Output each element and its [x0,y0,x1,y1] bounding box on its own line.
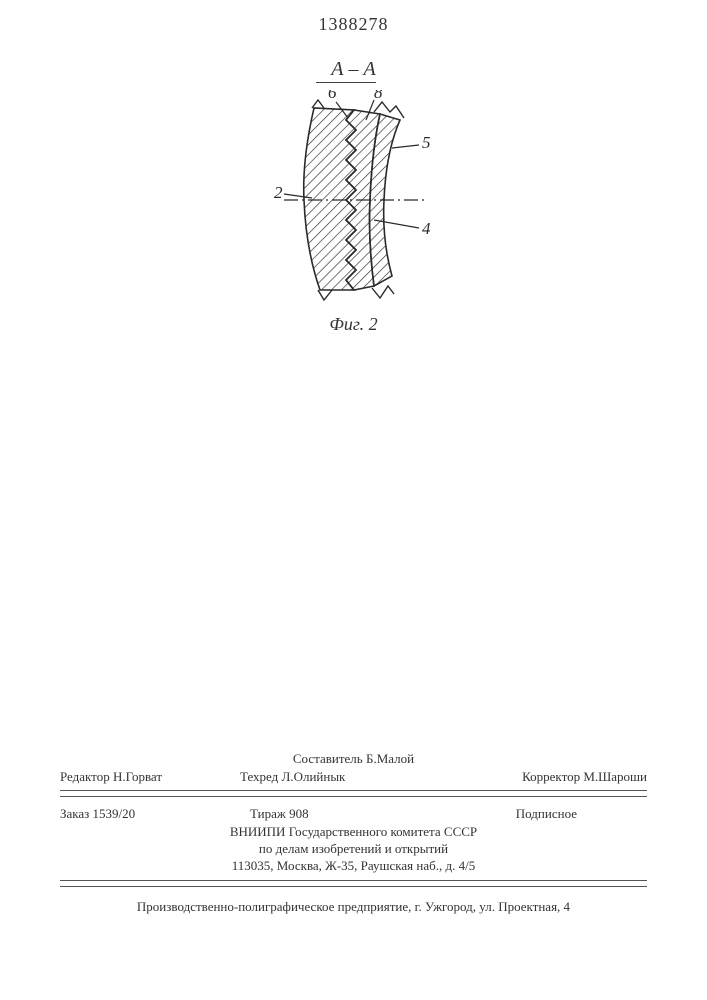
callout-6: 6 [328,90,337,102]
callout-8: 8 [374,90,383,102]
rule-1b [60,796,647,797]
footer-printer: Производственно-полиграфическое предприя… [60,898,647,917]
callout-2: 2 [274,183,283,202]
rule-2b [60,886,647,887]
section-label: А – А [0,58,707,81]
footer-editor: Редактор Н.Горват [60,768,162,787]
rule-1a [60,790,647,791]
figure-2: 2 6 8 5 4 [0,90,707,320]
footer-subscription: Подписное [516,805,577,824]
footer-corrector: Корректор М.Шароши [522,768,647,787]
callout-5: 5 [422,133,431,152]
rule-2a [60,880,647,881]
figure-svg: 2 6 8 5 4 [224,90,484,310]
footer-address: 113035, Москва, Ж-35, Раушская наб., д. … [60,857,647,876]
figure-caption: Фиг. 2 [0,314,707,335]
callout-4: 4 [422,219,431,238]
footer-order: Заказ 1539/20 [60,805,135,824]
footer-print-run: Тираж 908 [250,805,309,824]
footer-tech: Техред Л.Олийнык [240,768,345,787]
section-label-underline [316,82,376,83]
footer-compiler: Составитель Б.Малой [60,750,647,769]
patent-number: 1388278 [0,14,707,35]
